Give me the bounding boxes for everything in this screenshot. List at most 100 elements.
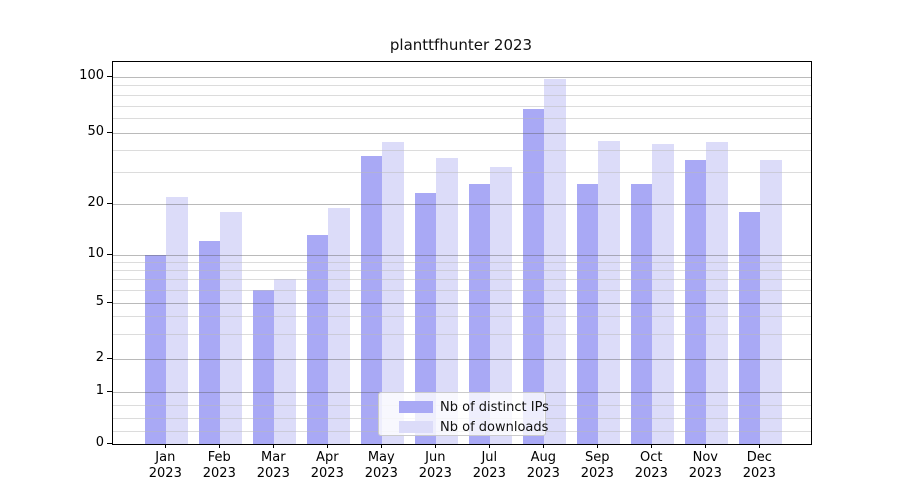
x-tick-year: 2023	[472, 466, 506, 481]
bar-downloads-jul	[490, 167, 512, 444]
legend-swatch-downloads-icon	[399, 421, 433, 433]
y-tick-mark	[107, 390, 112, 392]
x-tick-month: Dec	[746, 450, 772, 465]
legend-item-distinct-ips: Nb of distinct IPs	[399, 397, 549, 417]
gridline-major	[113, 302, 811, 304]
bar-distinct-ips-oct	[630, 183, 653, 444]
gridline-minor	[113, 333, 811, 335]
y-tick-label: 1	[95, 382, 104, 398]
x-tick-month: Apr	[316, 450, 339, 465]
x-tick-month: Oct	[640, 450, 663, 465]
x-tick-label: May 2023	[354, 450, 408, 482]
bar-downloads-apr	[328, 207, 350, 444]
bar-distinct-ips-apr	[306, 235, 329, 444]
gridline-major	[113, 132, 811, 134]
bar-distinct-ips-mar	[252, 289, 275, 444]
y-tick-label: 0	[95, 435, 104, 450]
x-tick-label: Mar 2023	[246, 450, 300, 482]
bar-distinct-ips-may	[360, 155, 383, 444]
x-tick-month: Jan	[155, 450, 176, 465]
x-tick-year: 2023	[202, 466, 236, 481]
legend-label-distinct-ips: Nb of distinct IPs	[440, 399, 549, 415]
x-tick-mark	[165, 444, 167, 448]
bar-downloads-jan	[166, 196, 188, 444]
y-tick-label: 20	[87, 195, 104, 210]
bar-distinct-ips-jul	[468, 183, 491, 444]
gridline-minor	[113, 149, 811, 151]
legend: Nb of distinct IPs Nb of downloads	[378, 392, 549, 437]
gridline-minor	[113, 316, 811, 318]
gridline-minor	[113, 117, 811, 119]
x-tick-label: Jan 2023	[138, 450, 192, 482]
gridline-minor	[113, 85, 811, 87]
x-tick-year: 2023	[256, 466, 290, 481]
x-tick-month: Sep	[585, 450, 610, 465]
gridline-minor	[113, 105, 811, 107]
x-tick-label: Jul 2023	[462, 450, 516, 482]
x-tick-mark	[489, 444, 491, 448]
y-tick-mark	[107, 203, 112, 204]
bar-distinct-ips-aug	[522, 109, 545, 444]
x-tick-mark	[705, 444, 707, 448]
y-tick-mark	[107, 357, 112, 359]
x-tick-label: Feb 2023	[192, 450, 246, 482]
y-tick-label: 5	[95, 293, 104, 309]
x-tick-mark	[273, 444, 275, 448]
legend-label-downloads: Nb of downloads	[440, 419, 549, 435]
x-tick-mark	[219, 444, 221, 448]
x-tick-mark	[651, 444, 653, 448]
x-tick-year: 2023	[148, 466, 182, 481]
bar-downloads-oct	[652, 144, 674, 444]
x-tick-month: Jul	[481, 450, 498, 465]
gridline-major	[113, 77, 811, 78]
y-tick-mark	[107, 443, 112, 444]
y-tick-mark	[107, 301, 112, 303]
x-tick-mark	[543, 444, 545, 448]
x-tick-month: Mar	[261, 450, 286, 465]
bar-distinct-ips-sep	[576, 183, 599, 444]
x-tick-mark	[327, 444, 329, 448]
bar-downloads-sep	[598, 140, 620, 444]
x-tick-month: Jun	[425, 450, 446, 465]
legend-item-downloads: Nb of downloads	[399, 417, 549, 437]
gridline-minor	[113, 94, 811, 96]
chart-title: planttfhunter 2023	[389, 36, 533, 54]
x-tick-year: 2023	[364, 466, 398, 481]
bar-downloads-mar	[274, 279, 296, 444]
x-tick-label: Sep 2023	[570, 450, 624, 482]
x-tick-label: Nov 2023	[678, 450, 732, 482]
x-tick-year: 2023	[742, 466, 776, 481]
y-tick-mark	[107, 76, 112, 77]
y-tick-mark	[107, 131, 112, 133]
gridline-minor	[113, 279, 811, 281]
bar-distinct-ips-jun	[414, 193, 437, 444]
bar-distinct-ips-nov	[684, 160, 707, 444]
x-tick-mark	[381, 444, 383, 448]
x-tick-label: Apr 2023	[300, 450, 354, 482]
x-tick-month: Feb	[207, 450, 231, 465]
x-tick-month: May	[367, 450, 395, 465]
bar-downloads-feb	[220, 211, 242, 444]
x-tick-year: 2023	[634, 466, 668, 481]
bar-downloads-jun	[436, 158, 458, 444]
y-tick-mark	[107, 253, 112, 255]
bar-downloads-aug	[544, 79, 566, 444]
bar-downloads-may	[382, 142, 404, 444]
gridline-minor	[113, 289, 811, 291]
bar-downloads-nov	[706, 142, 728, 444]
legend-swatch-distinct-ips-icon	[399, 401, 433, 413]
gridline-minor	[113, 172, 811, 174]
y-tick-label: 50	[87, 123, 104, 139]
x-tick-label: Aug 2023	[516, 450, 570, 482]
x-tick-mark	[597, 444, 599, 448]
y-tick-label: 100	[79, 68, 104, 83]
x-tick-mark	[435, 444, 437, 448]
y-tick-label: 10	[87, 245, 104, 261]
x-tick-month: Nov	[692, 450, 718, 465]
x-tick-label: Oct 2023	[624, 450, 678, 482]
gridline-major	[113, 204, 811, 205]
x-tick-year: 2023	[580, 466, 614, 481]
gridline-minor	[113, 261, 811, 263]
x-tick-year: 2023	[418, 466, 452, 481]
x-tick-label: Dec 2023	[732, 450, 786, 482]
